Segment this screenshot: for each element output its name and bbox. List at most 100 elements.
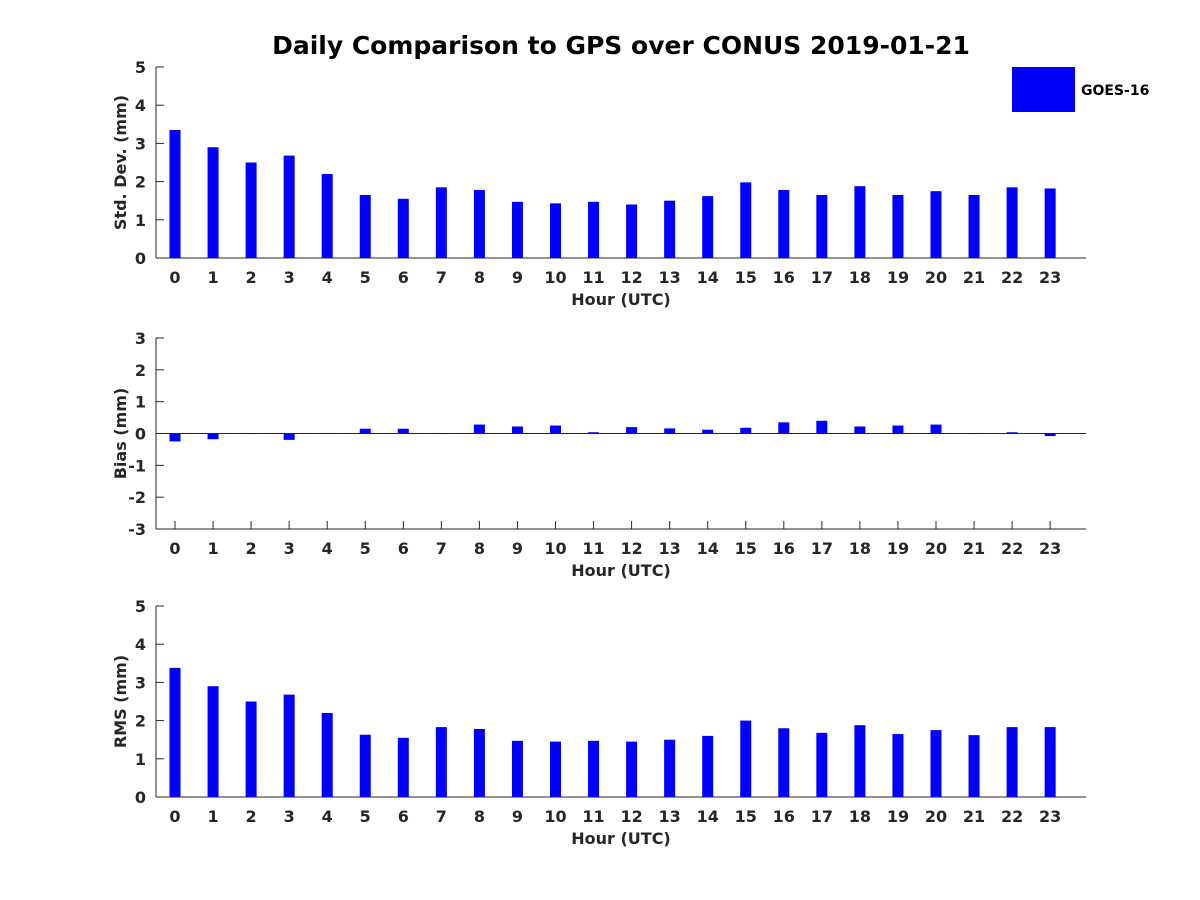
std-dev-bar-hour-8: [473, 190, 485, 258]
std-dev-bar-hour-19: [892, 194, 904, 258]
y-tick-label: 5: [135, 597, 146, 616]
x-tick-label: 2: [246, 807, 257, 826]
bias-bar-hour-17: [816, 420, 828, 434]
x-tick-label: 2: [246, 268, 257, 287]
rms-bar-hour-16: [778, 728, 790, 797]
std-dev-bar-hour-21: [968, 194, 980, 258]
x-tick-label: 3: [284, 539, 295, 558]
std-dev-bar-hour-2: [245, 162, 257, 258]
x-tick-label: 4: [322, 268, 333, 287]
x-tick-label: 21: [963, 539, 985, 558]
x-tick-label: 13: [659, 268, 681, 287]
y-tick-label: 4: [135, 635, 146, 654]
std-dev-bar-hour-23: [1044, 188, 1056, 258]
std-dev-bar-hour-16: [778, 190, 790, 258]
bias-bar-hour-23: [1044, 433, 1056, 437]
std-dev-bar-hour-0: [169, 130, 181, 258]
x-tick-label: 3: [284, 807, 295, 826]
rms-bar-hour-0: [169, 667, 181, 797]
bias-bar-hour-20: [930, 424, 942, 434]
bias-bar-hour-19: [892, 425, 904, 434]
x-tick-label: 19: [887, 539, 909, 558]
rms-bar-hour-6: [397, 737, 409, 797]
bias-y-axis-label: Bias (mm): [111, 388, 130, 480]
legend: GOES-16: [1012, 67, 1149, 112]
rms-bar-hour-10: [550, 741, 561, 797]
y-tick-label: 3: [135, 134, 146, 153]
rms-bar-hour-9: [511, 740, 523, 797]
x-tick-label: 18: [849, 539, 871, 558]
x-tick-label: 3: [284, 268, 295, 287]
bias-bar-hour-11: [588, 432, 600, 434]
rms-bar-hour-15: [740, 720, 752, 797]
bias-bar-hour-0: [169, 433, 181, 442]
bias-bar-hour-8: [473, 424, 485, 434]
x-tick-label: 19: [887, 268, 909, 287]
std-dev-bar-hour-5: [359, 194, 371, 258]
x-tick-label: 16: [773, 268, 795, 287]
std-dev-y-axis-label: Std. Dev. (mm): [111, 95, 130, 230]
x-tick-label: 7: [436, 539, 447, 558]
x-tick-label: 13: [659, 539, 681, 558]
rms-y-axis-label: RMS (mm): [111, 655, 130, 748]
y-tick-label: 2: [135, 361, 146, 380]
rms-bar-hour-23: [1044, 727, 1056, 797]
x-tick-label: 10: [544, 807, 566, 826]
x-tick-label: 7: [436, 807, 447, 826]
bias-bar-hour-1: [207, 433, 219, 440]
x-tick-label: 9: [512, 539, 523, 558]
bias-bar-hour-2: [245, 433, 257, 434]
x-tick-label: 14: [697, 539, 719, 558]
x-tick-label: 23: [1039, 539, 1061, 558]
y-tick-label: 4: [135, 96, 146, 115]
x-tick-label: 21: [963, 268, 985, 287]
y-tick-label: 2: [135, 712, 146, 731]
x-tick-label: 7: [436, 268, 447, 287]
bias-bar-hour-12: [626, 427, 638, 434]
rms-x-axis-label: Hour (UTC): [571, 829, 671, 848]
y-tick-label: 1: [135, 393, 146, 412]
y-tick-label: 3: [135, 673, 146, 692]
x-tick-label: 17: [811, 539, 833, 558]
x-tick-label: 23: [1039, 807, 1061, 826]
x-tick-label: 1: [207, 807, 218, 826]
std-dev-bar-hour-6: [397, 198, 409, 258]
x-tick-label: 22: [1001, 268, 1023, 287]
x-tick-label: 16: [773, 807, 795, 826]
y-tick-label: 2: [135, 173, 146, 192]
bias-bar-hour-16: [778, 422, 790, 434]
x-tick-label: 1: [207, 268, 218, 287]
std-dev-bar-hour-12: [626, 204, 638, 258]
chart-title: Daily Comparison to GPS over CONUS 2019-…: [272, 31, 970, 60]
std-dev-x-axis-label: Hour (UTC): [571, 290, 671, 309]
rms-bar-hour-17: [816, 732, 828, 797]
bias-bar-hour-3: [283, 433, 295, 440]
x-tick-label: 1: [207, 539, 218, 558]
x-tick-label: 5: [360, 539, 371, 558]
y-tick-label: 0: [135, 249, 146, 268]
x-tick-label: 5: [360, 807, 371, 826]
x-tick-label: 8: [474, 268, 485, 287]
rms-bar-hour-22: [1006, 727, 1018, 797]
x-tick-label: 12: [620, 268, 642, 287]
x-tick-label: 11: [582, 539, 604, 558]
bias-bar-hour-15: [740, 427, 752, 434]
bias-bar-hour-18: [854, 426, 866, 434]
x-tick-label: 22: [1001, 539, 1023, 558]
bias-bar-hour-6: [397, 428, 409, 434]
std-dev-bar-hour-9: [511, 201, 523, 258]
std-dev-bar-hour-13: [664, 200, 676, 258]
x-tick-label: 16: [773, 539, 795, 558]
bias-bar-hour-14: [702, 429, 714, 434]
std-dev-bar-hour-4: [321, 173, 333, 258]
x-tick-label: 4: [322, 539, 333, 558]
bias-bar-hour-7: [435, 433, 447, 434]
rms-bar-hour-13: [664, 739, 676, 797]
x-tick-label: 15: [735, 268, 757, 287]
x-tick-label: 0: [169, 807, 180, 826]
rms-bar-hour-5: [359, 734, 371, 797]
legend-label: GOES-16: [1081, 83, 1149, 99]
